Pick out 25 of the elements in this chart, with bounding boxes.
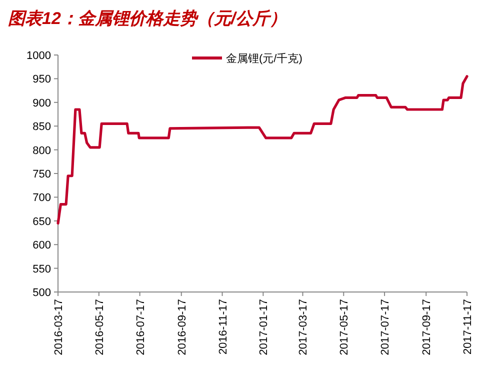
y-tick-label: 700: [32, 192, 51, 204]
x-tick-label: 2017-01-17: [258, 299, 270, 356]
chart-title: 图表12：金属锂价格走势（元/公斤）: [8, 9, 287, 28]
x-tick-label: 2017-03-17: [298, 299, 310, 356]
x-tick-label: 2017-05-17: [338, 299, 351, 356]
y-tick-label: 500: [32, 287, 51, 299]
y-tick-label: 850: [32, 121, 51, 134]
x-tick-label: 2016-07-17: [134, 299, 147, 356]
x-tick-label: 2016-03-17: [53, 299, 65, 356]
x-tick-label: 2017-07-17: [380, 299, 392, 356]
y-tick-label: 600: [32, 240, 51, 252]
y-tick-label: 900: [32, 97, 51, 110]
y-tick-label: 750: [32, 168, 51, 180]
y-tick-label: 800: [32, 144, 51, 157]
x-tick-label: 2017-09-17: [421, 299, 434, 356]
line-series: [56, 75, 468, 225]
y-tick-label: 650: [32, 216, 51, 228]
x-tick-label: 2016-05-17: [94, 299, 106, 356]
x-tick-label: 2016-11-17: [217, 299, 230, 354]
x-tick-label: 2017-11-17: [462, 299, 474, 354]
y-tick-label: 950: [32, 74, 51, 86]
legend-label: 金属锂(元/千克): [226, 52, 302, 65]
y-tick-label: 1000: [26, 50, 51, 62]
y-tick-label: 550: [32, 263, 51, 276]
x-tick-label: 2016-09-17: [176, 299, 188, 356]
